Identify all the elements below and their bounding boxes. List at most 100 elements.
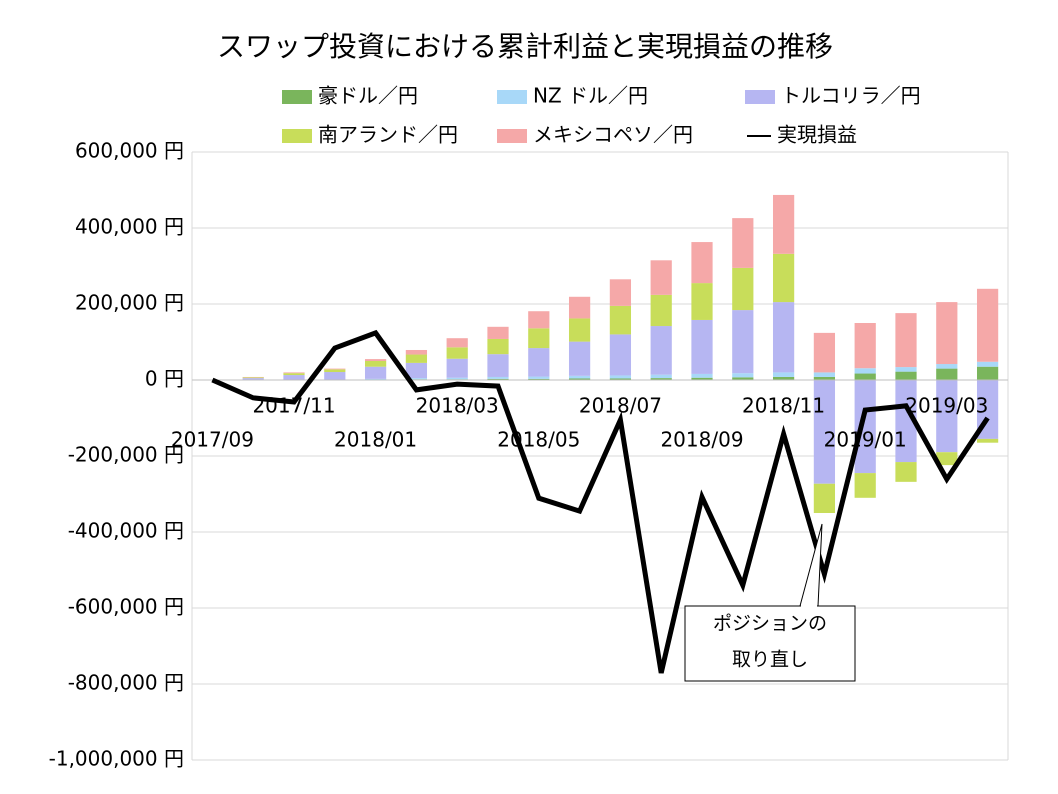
y-tick-label: -600,000 円	[68, 595, 184, 619]
bar-segment	[813, 380, 836, 484]
bar-segment	[772, 253, 795, 303]
y-tick-label: 400,000 円	[75, 215, 184, 239]
bar-segment	[772, 302, 795, 373]
bar-segment	[976, 366, 999, 380]
bar-segment	[283, 373, 305, 376]
x-tick-label: 2018/03	[416, 394, 499, 418]
bar-segment	[568, 296, 591, 319]
x-tick-label: 2018/07	[579, 394, 662, 418]
bar-segment	[772, 376, 795, 380]
annotation-text: 取り直し	[732, 649, 808, 671]
bar-segment	[650, 294, 672, 327]
bar-segment	[364, 361, 387, 367]
bar-segment	[772, 194, 795, 254]
bar-segment	[732, 218, 754, 268]
legend-label: メキシコペソ／円	[533, 123, 693, 147]
annotation: ポジションの 取り直し	[684, 523, 856, 682]
y-tick-label: 0 円	[145, 367, 184, 391]
bar-segment	[691, 283, 713, 320]
bar-segment	[813, 332, 836, 373]
chart-title: スワップ投資における累計利益と実現損益の推移	[217, 30, 833, 63]
x-tick-label: 2018/01	[334, 428, 417, 452]
bar-segment	[609, 378, 632, 380]
y-tick-label: -800,000 円	[68, 671, 184, 695]
bar-segment	[650, 378, 672, 380]
bar-segment	[405, 362, 428, 379]
bar-segment	[528, 378, 550, 380]
bar-segment	[976, 288, 999, 362]
bar-segment	[609, 375, 632, 379]
bar-segment	[854, 323, 876, 369]
bar-segment	[854, 473, 876, 498]
bar-segment	[691, 242, 713, 284]
bar-segment	[568, 341, 591, 376]
bar-segment	[528, 376, 550, 379]
bar-segment	[936, 302, 958, 365]
x-tick-label: 2019/03	[905, 394, 988, 418]
legend-label: 実現損益	[777, 123, 857, 147]
legend-label: 南アランド／円	[318, 123, 458, 147]
annotation-text: ポジションの	[713, 613, 827, 635]
bar-segment	[609, 279, 632, 306]
bar-segment	[772, 372, 795, 377]
x-tick-label: 2018/05	[497, 428, 580, 452]
bar-segment	[446, 347, 468, 359]
y-tick-label: -200,000 円	[68, 443, 184, 467]
bar-segment	[324, 369, 346, 373]
y-tick-label: -400,000 円	[68, 519, 184, 543]
bar-segment	[364, 359, 387, 361]
bar-segment	[854, 368, 876, 374]
bar-segment	[854, 373, 876, 380]
bar-segment	[283, 375, 305, 380]
bar-segment	[283, 372, 305, 374]
bar-segment	[568, 318, 591, 342]
bar-segment	[405, 354, 428, 363]
bar-segment	[650, 326, 672, 375]
bar-segment	[609, 334, 632, 376]
legend-swatch	[745, 90, 775, 104]
bar-segment	[691, 373, 713, 378]
bar-segment	[487, 378, 509, 380]
bar-segment	[691, 319, 713, 374]
bar-segment	[446, 358, 468, 378]
legend-label: NZ ドル／円	[533, 84, 648, 108]
bar-segment	[691, 377, 713, 380]
bar-segment	[732, 310, 754, 374]
legend-swatch	[282, 129, 312, 143]
x-tick-label: 2018/11	[742, 394, 825, 418]
legend-label: 豪ドル／円	[318, 84, 418, 108]
bar-segment	[405, 378, 428, 380]
bar-segment	[976, 438, 999, 443]
legend-swatch	[497, 90, 527, 104]
bar-segment	[813, 483, 836, 513]
bar-segment	[936, 452, 958, 466]
bar-segment	[732, 377, 754, 380]
legend-swatch	[497, 129, 527, 143]
bar-segment	[242, 378, 264, 380]
bar-segment	[324, 368, 346, 370]
bar-segment	[732, 373, 754, 378]
bar-segment	[405, 349, 428, 355]
bar-segment	[487, 376, 509, 379]
bar-segment	[528, 348, 550, 377]
bar-segment	[895, 462, 917, 482]
bar-segment	[732, 267, 754, 311]
bar-segment	[936, 380, 958, 453]
y-tick-label: 600,000 円	[75, 139, 184, 163]
bar-segment	[242, 377, 264, 379]
bar-segment	[487, 326, 509, 339]
bar-segment	[364, 366, 387, 379]
bar-segment	[895, 367, 917, 372]
bar-segment	[568, 378, 591, 380]
x-tick-label: 2019/01	[824, 428, 907, 452]
bar-segment	[528, 311, 550, 329]
x-tick-label: 2018/09	[660, 428, 743, 452]
bar-segment	[487, 354, 509, 377]
bar-segment	[487, 338, 509, 355]
bar-segment	[976, 361, 999, 367]
y-tick-label: -1,000,000 円	[49, 747, 184, 771]
bar-segment	[528, 328, 550, 349]
bar-segment	[364, 378, 387, 380]
bar-segment	[446, 377, 468, 380]
